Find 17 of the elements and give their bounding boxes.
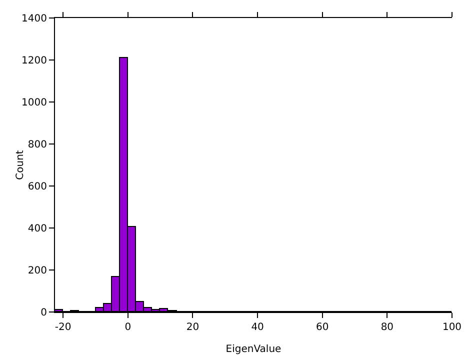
x-tick-label: 60	[316, 322, 329, 333]
y-tick-label: 1000	[22, 98, 47, 108]
x-axis-title: EigenValue	[226, 344, 282, 355]
y-tick-label: 1400	[22, 14, 47, 24]
y-axis-title: Count	[14, 150, 26, 180]
y-tick-label: 1200	[22, 56, 47, 66]
y-tick-label: 800	[28, 140, 47, 150]
x-tick-label: 40	[251, 322, 264, 333]
x-tick-label: 0	[124, 322, 132, 333]
y-tick-label: 600	[28, 182, 47, 192]
y-tick-label: 400	[28, 224, 47, 234]
x-tick-label: 100	[442, 322, 462, 333]
y-tick-label: 0	[40, 308, 47, 318]
x-tick-label: -20	[54, 322, 72, 333]
y-tick-label: 200	[28, 266, 47, 276]
x-tick-label: 20	[186, 322, 200, 333]
x-tick-label: 80	[380, 322, 394, 333]
